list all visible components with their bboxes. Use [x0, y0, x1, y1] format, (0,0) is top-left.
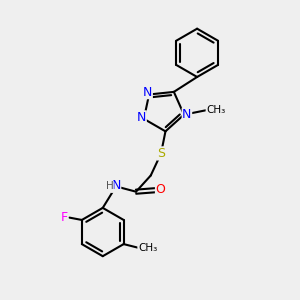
Text: H: H	[106, 181, 113, 191]
Text: N: N	[137, 111, 146, 124]
Text: CH₃: CH₃	[138, 243, 157, 253]
Text: N: N	[111, 179, 121, 192]
Text: F: F	[61, 211, 68, 224]
Text: N: N	[182, 108, 192, 121]
Text: N: N	[143, 85, 152, 99]
Text: S: S	[157, 147, 165, 160]
Text: CH₃: CH₃	[206, 105, 225, 115]
Text: O: O	[155, 183, 165, 196]
